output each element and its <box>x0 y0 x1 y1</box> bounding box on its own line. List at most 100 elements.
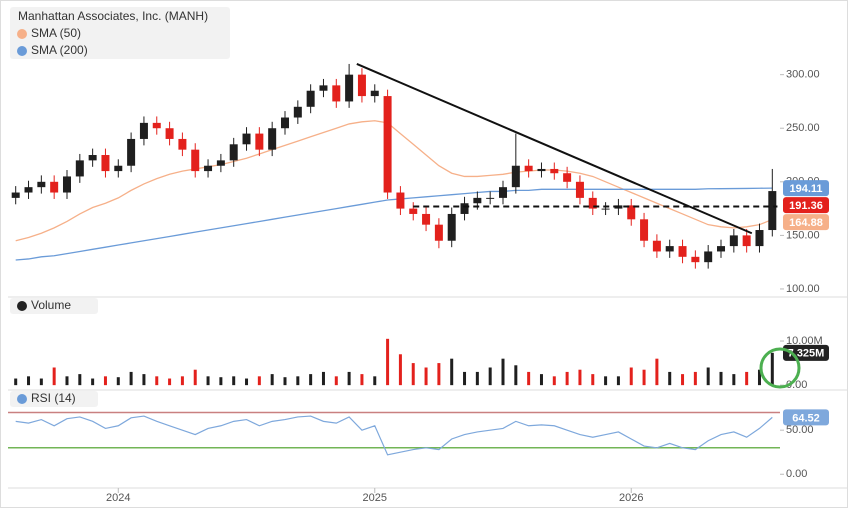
volume-bar <box>770 352 774 386</box>
legend-box <box>10 7 230 59</box>
volume-bar <box>257 376 261 386</box>
volume-bar <box>655 358 659 386</box>
last-value-label: 164.88 <box>789 217 823 229</box>
volume-bar <box>475 371 479 386</box>
volume-bar <box>642 369 646 386</box>
legend-box <box>10 391 98 407</box>
candle-body <box>139 122 148 139</box>
legend-dot <box>17 29 27 39</box>
candle-body <box>499 187 508 198</box>
volume-bar <box>142 374 146 386</box>
candle-body <box>640 219 649 241</box>
candle-body <box>101 155 110 172</box>
candle-body <box>588 197 597 209</box>
candle-body <box>62 176 71 193</box>
last-value-tag <box>783 180 829 197</box>
candle-body <box>191 149 200 172</box>
volume-bar <box>629 367 633 386</box>
volume-bar <box>78 374 82 386</box>
volume-bar <box>283 377 287 386</box>
candle-body <box>178 138 187 150</box>
y-tick-label: 250.00 <box>786 122 820 134</box>
x-tick-label: 2024 <box>106 492 130 504</box>
volume-bar <box>232 376 236 386</box>
volume-bar <box>309 374 313 386</box>
panel-title: Volume <box>31 298 71 312</box>
candle-body <box>357 74 366 97</box>
candle-body <box>704 251 713 263</box>
candle-body <box>255 133 264 150</box>
volume-bar <box>501 358 505 386</box>
x-tick-label: 2025 <box>363 492 387 504</box>
candle-body <box>242 133 251 145</box>
volume-bar <box>578 369 582 386</box>
candle-body <box>601 208 610 210</box>
panel-title: RSI (14) <box>31 391 76 405</box>
candle-body <box>422 213 431 225</box>
volume-bar <box>321 371 325 386</box>
legend-entry: SMA (200) <box>31 43 88 57</box>
volume-bar <box>155 376 159 386</box>
candle-body <box>127 138 136 166</box>
rsi-line <box>15 415 773 456</box>
candle-body <box>434 224 443 241</box>
y-tick-label: 300.00 <box>786 69 820 81</box>
volume-bar <box>616 376 620 386</box>
legend-box <box>10 298 98 314</box>
plot: 202420252026100.00150.00200.00250.00300.… <box>8 63 829 504</box>
y-tick-label: 100.00 <box>786 283 820 295</box>
sma-line <box>15 187 773 261</box>
volume-bar <box>360 374 364 386</box>
y-tick-label: 150.00 <box>786 229 820 241</box>
candle-body <box>75 160 84 177</box>
candle-body <box>575 181 584 198</box>
candle-body <box>627 205 636 220</box>
volume-bar <box>668 371 672 386</box>
candle-body <box>319 85 328 91</box>
trendline <box>356 63 753 235</box>
volume-bar <box>514 365 518 386</box>
volume-bar <box>103 376 107 386</box>
volume-bar <box>245 378 249 386</box>
volume-bar <box>206 376 210 386</box>
candle-body <box>370 90 379 97</box>
volume-bar <box>193 369 197 386</box>
candle-body <box>216 160 225 166</box>
candle-body <box>524 165 533 172</box>
volume-bar <box>129 371 133 386</box>
candle-body <box>114 165 123 172</box>
volume-bar <box>488 367 492 386</box>
candle-body <box>678 246 687 257</box>
volume-bar <box>693 371 697 386</box>
volume-bar <box>270 374 274 386</box>
volume-bar <box>437 363 441 386</box>
volume-bar <box>116 377 120 386</box>
candle-body <box>563 173 572 182</box>
volume-bar <box>565 371 569 386</box>
candle-body <box>511 165 520 188</box>
volume-bar <box>398 354 402 386</box>
volume-bar <box>65 376 69 386</box>
candle-body <box>717 246 726 252</box>
volume-bar <box>706 367 710 386</box>
volume-bar <box>732 374 736 386</box>
legend-dot <box>17 301 27 311</box>
y-tick-label: 10.00M <box>786 335 823 347</box>
candle-body <box>332 85 341 102</box>
candle-body <box>447 213 456 241</box>
volume-bar <box>180 376 184 386</box>
candle-body <box>652 240 661 252</box>
legend-entry: SMA (50) <box>31 26 81 40</box>
volume-bar <box>347 371 351 386</box>
candle-body <box>460 203 469 214</box>
candle-body <box>768 191 777 231</box>
legend-dot <box>17 46 27 56</box>
candle-body <box>165 128 174 139</box>
volume-bar <box>681 374 685 386</box>
candle-body <box>396 192 405 209</box>
last-value-label: 64.52 <box>792 412 820 424</box>
candle-body <box>88 155 97 161</box>
candle-body <box>24 187 33 193</box>
